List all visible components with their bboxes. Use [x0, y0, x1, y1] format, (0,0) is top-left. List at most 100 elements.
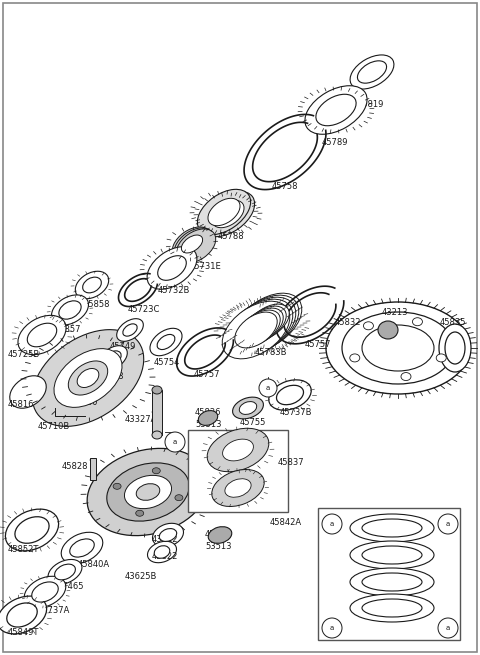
Text: 45816: 45816 [8, 400, 35, 409]
Ellipse shape [350, 354, 360, 362]
Ellipse shape [10, 376, 46, 408]
Ellipse shape [241, 308, 283, 344]
Text: 47465: 47465 [58, 582, 84, 591]
Ellipse shape [54, 348, 122, 407]
Ellipse shape [350, 55, 394, 89]
Ellipse shape [225, 299, 293, 357]
Ellipse shape [222, 301, 290, 359]
Ellipse shape [362, 573, 422, 591]
Ellipse shape [152, 468, 160, 474]
Bar [90, 458, 96, 480]
Text: a: a [446, 521, 450, 527]
Ellipse shape [99, 346, 127, 370]
Ellipse shape [48, 559, 82, 584]
Ellipse shape [228, 297, 296, 355]
Text: 45757: 45757 [194, 370, 220, 379]
Ellipse shape [113, 483, 121, 489]
Text: 45788: 45788 [218, 232, 245, 241]
Ellipse shape [439, 324, 471, 372]
Text: 45731E: 45731E [190, 262, 222, 271]
Text: 53513: 53513 [205, 542, 231, 551]
Ellipse shape [117, 319, 144, 341]
Ellipse shape [208, 198, 240, 226]
Text: 45754: 45754 [154, 358, 180, 367]
Circle shape [165, 432, 185, 452]
Ellipse shape [247, 304, 289, 340]
Text: 53513: 53513 [195, 420, 221, 429]
Text: 45710B: 45710B [38, 422, 70, 431]
Ellipse shape [445, 332, 465, 364]
Text: 45832: 45832 [335, 318, 361, 327]
Ellipse shape [362, 546, 422, 564]
Ellipse shape [147, 247, 197, 290]
Ellipse shape [32, 582, 58, 602]
Ellipse shape [176, 229, 216, 263]
Text: 43327A: 43327A [125, 415, 157, 424]
Ellipse shape [208, 527, 232, 544]
Ellipse shape [269, 380, 311, 410]
Text: 45826: 45826 [205, 530, 231, 539]
Text: 43322: 43322 [152, 535, 179, 544]
Text: 45828: 45828 [62, 462, 88, 471]
Ellipse shape [350, 568, 434, 596]
Ellipse shape [362, 599, 422, 617]
Text: 45840A: 45840A [78, 560, 110, 569]
Bar [188, 430, 288, 512]
Ellipse shape [15, 517, 49, 543]
Ellipse shape [326, 302, 470, 394]
Ellipse shape [136, 483, 160, 500]
Ellipse shape [27, 323, 57, 346]
Text: a: a [266, 385, 270, 391]
Text: 45757: 45757 [305, 340, 332, 349]
Ellipse shape [77, 369, 99, 388]
Ellipse shape [225, 479, 251, 497]
Ellipse shape [223, 439, 253, 461]
Ellipse shape [316, 94, 356, 126]
Ellipse shape [212, 470, 264, 506]
Ellipse shape [55, 564, 75, 580]
Text: 45755: 45755 [240, 418, 266, 427]
Text: 45849T: 45849T [8, 628, 39, 637]
Ellipse shape [201, 191, 255, 236]
Ellipse shape [157, 335, 175, 350]
Bar [152, 390, 162, 435]
Ellipse shape [240, 402, 257, 415]
Text: a: a [330, 625, 334, 631]
Ellipse shape [181, 235, 203, 253]
Ellipse shape [231, 295, 299, 353]
Text: 45737A: 45737A [38, 606, 71, 615]
Text: a: a [173, 439, 177, 445]
Ellipse shape [198, 411, 218, 425]
Ellipse shape [18, 315, 66, 354]
Ellipse shape [436, 354, 446, 362]
Ellipse shape [123, 324, 137, 336]
Text: 45737B: 45737B [280, 408, 312, 417]
Ellipse shape [234, 293, 302, 351]
Ellipse shape [24, 576, 66, 608]
Text: 45837: 45837 [278, 458, 305, 467]
Text: 45789: 45789 [322, 138, 348, 147]
Text: 45858: 45858 [84, 300, 110, 309]
Text: 45783B: 45783B [255, 348, 288, 357]
Ellipse shape [87, 449, 209, 536]
Ellipse shape [238, 310, 280, 346]
Circle shape [322, 618, 342, 638]
Circle shape [438, 514, 458, 534]
Ellipse shape [136, 510, 144, 516]
Ellipse shape [358, 61, 386, 83]
Ellipse shape [154, 546, 170, 558]
Ellipse shape [350, 541, 434, 569]
Ellipse shape [235, 312, 277, 348]
Ellipse shape [124, 476, 171, 509]
Ellipse shape [153, 523, 183, 547]
Ellipse shape [350, 594, 434, 622]
Ellipse shape [51, 295, 88, 325]
Ellipse shape [276, 385, 303, 405]
Text: 43213: 43213 [382, 308, 408, 317]
Ellipse shape [362, 519, 422, 537]
Text: 45857: 45857 [55, 325, 82, 334]
Text: 45723C: 45723C [128, 305, 160, 314]
Ellipse shape [70, 539, 94, 557]
Ellipse shape [68, 361, 108, 395]
Ellipse shape [75, 271, 108, 299]
